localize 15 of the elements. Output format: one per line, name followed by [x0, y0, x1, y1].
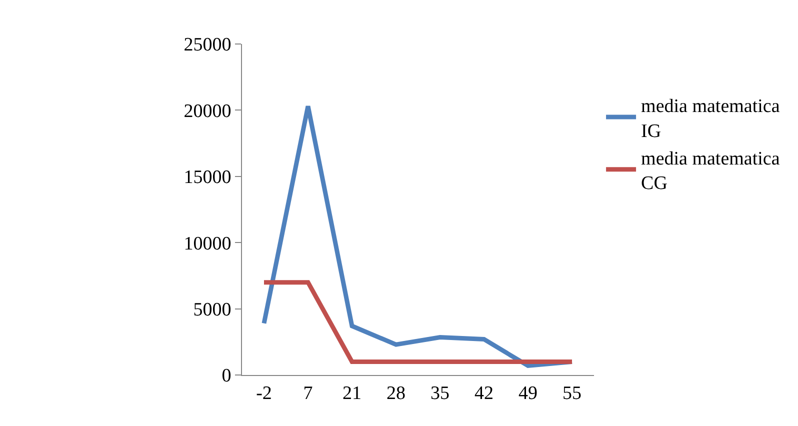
y-tick-label: 15000 — [184, 167, 232, 188]
x-tick-label: 7 — [303, 382, 313, 404]
y-tick-label: 5000 — [193, 299, 232, 320]
x-tick-label: 35 — [430, 382, 450, 404]
y-tick-label: 0 — [222, 366, 232, 387]
x-tick-label: 42 — [474, 382, 494, 404]
x-tick-label: 55 — [562, 382, 582, 404]
x-tick-label: 49 — [518, 382, 538, 404]
legend-label: media matematica CG — [641, 148, 780, 194]
y-tick-label: 25000 — [184, 34, 232, 56]
x-tick-label: -2 — [256, 382, 272, 404]
x-tick-label: 28 — [386, 382, 406, 404]
y-tick-label: 20000 — [184, 100, 232, 122]
x-tick-label: 21 — [342, 382, 362, 404]
y-tick-label: 10000 — [184, 233, 232, 254]
